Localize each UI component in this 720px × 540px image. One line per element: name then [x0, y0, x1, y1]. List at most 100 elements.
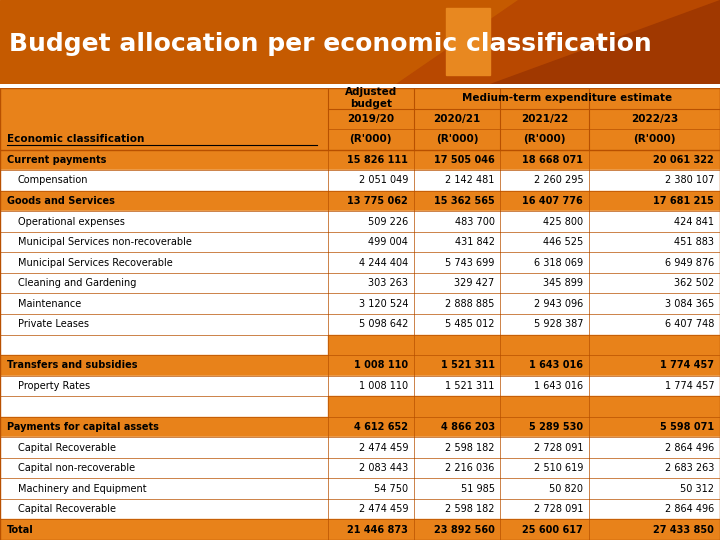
Text: 362 502: 362 502	[674, 278, 714, 288]
Text: 20 061 322: 20 061 322	[654, 155, 714, 165]
Bar	[328, 170, 414, 191]
Text: 425 800: 425 800	[543, 217, 583, 227]
Bar	[414, 519, 500, 540]
Bar	[0, 150, 328, 170]
Bar	[328, 417, 414, 437]
Bar	[414, 396, 500, 417]
Bar	[589, 478, 720, 499]
Bar	[414, 273, 500, 293]
Text: 2 510 619: 2 510 619	[534, 463, 583, 473]
Text: 2021/22: 2021/22	[521, 114, 568, 124]
Bar	[0, 458, 328, 478]
Text: 1 643 016: 1 643 016	[534, 381, 583, 391]
Bar	[328, 396, 414, 417]
Text: 25 600 617: 25 600 617	[523, 525, 583, 535]
Text: 6 318 069: 6 318 069	[534, 258, 583, 268]
Bar	[328, 376, 414, 396]
Bar	[500, 519, 589, 540]
Bar	[414, 355, 500, 376]
Text: 1 521 311: 1 521 311	[445, 381, 495, 391]
Text: 2 083 443: 2 083 443	[359, 463, 408, 473]
Bar	[0, 191, 328, 211]
Text: 6 407 748: 6 407 748	[665, 319, 714, 329]
Bar	[500, 211, 589, 232]
Bar	[328, 150, 414, 170]
Text: 2 474 459: 2 474 459	[359, 504, 408, 514]
Bar	[328, 519, 414, 540]
Text: 303 263: 303 263	[368, 278, 408, 288]
Bar	[500, 335, 589, 355]
Text: Economic classification: Economic classification	[7, 134, 145, 144]
Text: Municipal Services Recoverable: Municipal Services Recoverable	[18, 258, 173, 268]
Bar	[414, 232, 500, 252]
Bar	[414, 314, 500, 335]
Text: 2 260 295: 2 260 295	[534, 176, 583, 185]
Text: 4 612 652: 4 612 652	[354, 422, 408, 432]
Bar	[500, 478, 589, 499]
Bar	[589, 232, 720, 252]
Bar	[500, 396, 589, 417]
Polygon shape	[396, 0, 720, 84]
Bar	[414, 150, 500, 170]
Bar	[589, 252, 720, 273]
Bar	[414, 211, 500, 232]
Text: 21 446 873: 21 446 873	[347, 525, 408, 535]
Text: (R'000): (R'000)	[436, 134, 479, 144]
Text: 424 841: 424 841	[674, 217, 714, 227]
Bar	[0, 211, 328, 232]
Text: Budget allocation per economic classification: Budget allocation per economic classific…	[9, 31, 652, 56]
Text: 509 226: 509 226	[368, 217, 408, 227]
Text: (R'000): (R'000)	[349, 134, 392, 144]
Text: 2020/21: 2020/21	[433, 114, 481, 124]
Text: 2 943 096: 2 943 096	[534, 299, 583, 309]
Bar	[0, 478, 328, 499]
Text: 15 362 565: 15 362 565	[434, 196, 495, 206]
Text: 446 525: 446 525	[543, 237, 583, 247]
Bar	[0, 355, 328, 376]
Bar	[0, 519, 328, 540]
Bar	[500, 293, 589, 314]
Text: Current payments: Current payments	[7, 155, 107, 165]
Text: 2 474 459: 2 474 459	[359, 443, 408, 453]
Text: 2 864 496: 2 864 496	[665, 443, 714, 453]
Text: 483 700: 483 700	[454, 217, 495, 227]
Bar	[500, 437, 589, 458]
Text: 2 728 091: 2 728 091	[534, 443, 583, 453]
Bar	[414, 499, 500, 519]
Text: 4 244 404: 4 244 404	[359, 258, 408, 268]
Text: 1 008 110: 1 008 110	[359, 381, 408, 391]
Text: 5 598 071: 5 598 071	[660, 422, 714, 432]
Bar	[414, 191, 500, 211]
Text: 27 433 850: 27 433 850	[653, 525, 714, 535]
Bar	[328, 458, 414, 478]
Text: Medium-term expenditure estimate: Medium-term expenditure estimate	[462, 93, 672, 103]
Text: 329 427: 329 427	[454, 278, 495, 288]
Text: 50 820: 50 820	[549, 484, 583, 494]
Text: 1 008 110: 1 008 110	[354, 360, 408, 370]
Text: 2 728 091: 2 728 091	[534, 504, 583, 514]
Bar	[500, 170, 589, 191]
Bar	[414, 478, 500, 499]
Bar	[0, 314, 328, 335]
Bar	[328, 499, 414, 519]
Polygon shape	[446, 8, 490, 75]
Text: 2 051 049: 2 051 049	[359, 176, 408, 185]
Bar	[328, 273, 414, 293]
Bar	[589, 150, 720, 170]
Text: Adjusted
budget: Adjusted budget	[345, 87, 397, 110]
Bar	[500, 417, 589, 437]
Bar	[328, 252, 414, 273]
Text: 5 485 012: 5 485 012	[445, 319, 495, 329]
Bar	[500, 376, 589, 396]
Text: 2 598 182: 2 598 182	[445, 443, 495, 453]
Text: 1 521 311: 1 521 311	[441, 360, 495, 370]
Bar	[589, 314, 720, 335]
Bar	[500, 273, 589, 293]
Bar	[500, 150, 589, 170]
Bar	[328, 335, 414, 355]
Text: 499 004: 499 004	[369, 237, 408, 247]
Text: Transfers and subsidies: Transfers and subsidies	[7, 360, 138, 370]
Bar	[589, 396, 720, 417]
Bar	[589, 499, 720, 519]
Text: 50 312: 50 312	[680, 484, 714, 494]
